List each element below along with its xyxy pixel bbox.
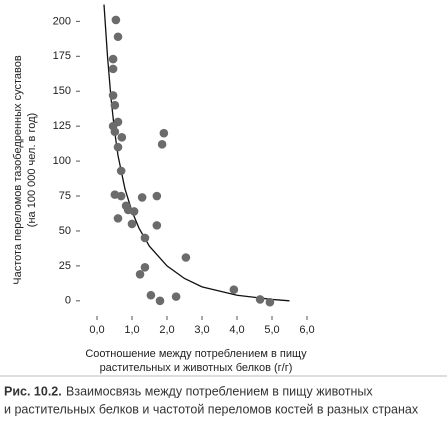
y-tick-label: 175 xyxy=(53,50,71,62)
y-tick-label: 125 xyxy=(53,120,71,132)
point xyxy=(171,292,181,301)
y-tick-label: 25 xyxy=(59,260,71,272)
point xyxy=(116,166,126,176)
y-tick-label: 0 xyxy=(65,295,71,307)
caption-line: и растительных белков и частотой перелом… xyxy=(4,402,419,416)
point xyxy=(113,117,123,127)
point xyxy=(116,191,126,201)
x-axis-title: Соотношение между потреблением в пищу xyxy=(85,348,307,360)
caption-label: Рис. 10.2. xyxy=(4,384,62,398)
point xyxy=(117,133,127,142)
point xyxy=(111,15,121,25)
y-tick-label: 50 xyxy=(59,225,71,237)
x-axis-title: растительных и животных белков (г/г) xyxy=(100,362,293,374)
y-tick-label: 100 xyxy=(53,155,71,167)
point xyxy=(140,233,150,243)
point xyxy=(129,207,139,216)
point xyxy=(135,269,145,279)
point xyxy=(113,142,123,152)
point xyxy=(121,201,131,211)
point xyxy=(110,127,120,137)
point xyxy=(108,54,118,64)
point xyxy=(127,219,137,229)
point xyxy=(157,140,167,149)
point xyxy=(110,100,120,110)
point xyxy=(265,297,275,307)
caption-line: Взаимосвязь между потреблением в пищу жи… xyxy=(66,384,373,398)
point xyxy=(113,32,123,42)
x-tick-label: 1,0 xyxy=(124,324,139,336)
point xyxy=(229,285,239,294)
x-tick-label: 4,0 xyxy=(229,324,244,336)
point xyxy=(159,128,169,138)
x-tick-label: 5,0 xyxy=(264,324,279,336)
point xyxy=(137,193,147,202)
point xyxy=(155,296,165,306)
point xyxy=(146,290,156,300)
x-tick-label: 2,0 xyxy=(159,324,174,336)
y-tick-label: 150 xyxy=(53,85,71,97)
point xyxy=(140,262,150,272)
point xyxy=(152,221,162,230)
point xyxy=(108,64,118,74)
x-tick-label: 6,0 xyxy=(299,324,314,336)
y-tick-label: 200 xyxy=(53,15,71,27)
x-tick-label: 0,0 xyxy=(89,324,104,336)
point xyxy=(113,214,123,223)
x-tick-label: 3,0 xyxy=(194,324,209,336)
point xyxy=(181,253,191,262)
y-axis-title: Частота переломов тазобедренных суставов xyxy=(12,55,24,285)
y-axis-title: (на 100 000 чел. в год) xyxy=(26,113,38,227)
fit-curve xyxy=(103,4,290,302)
point xyxy=(108,91,118,100)
y-tick-label: 75 xyxy=(59,190,71,202)
point xyxy=(152,191,162,201)
point xyxy=(255,295,265,304)
